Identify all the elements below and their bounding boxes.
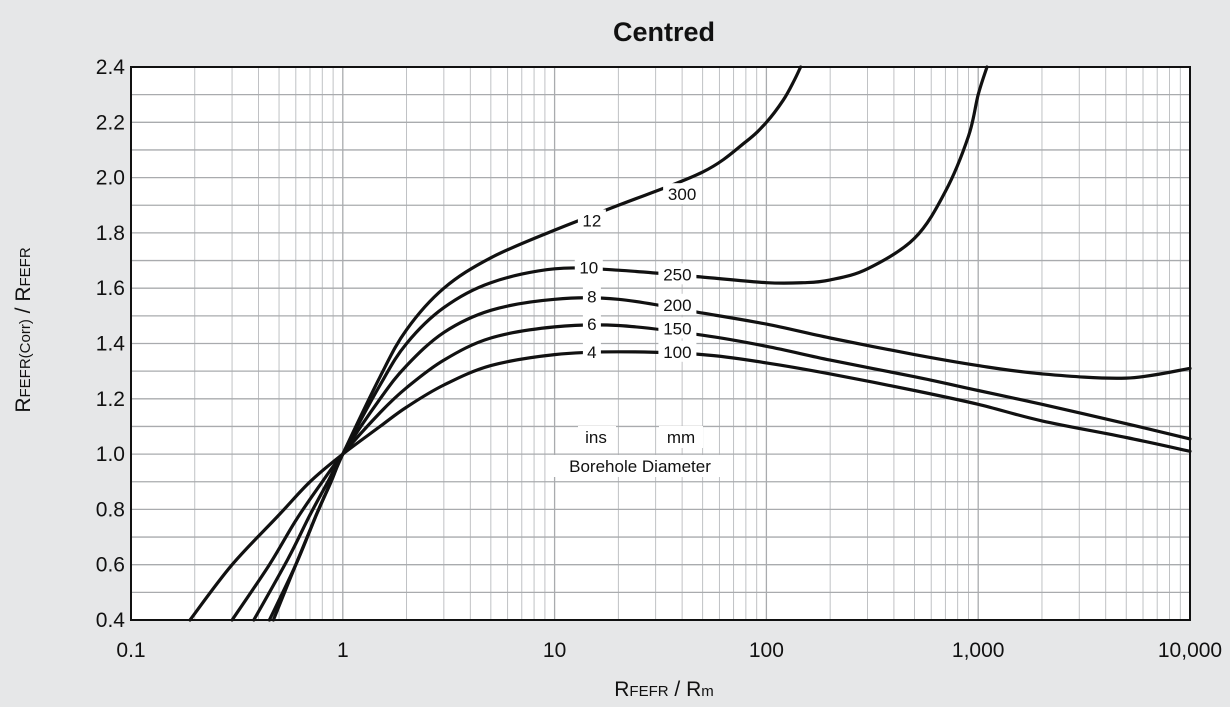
curve-label-bg <box>658 293 697 315</box>
y-tick-label: 0.4 <box>96 609 126 632</box>
curve-label: 12 <box>582 211 601 230</box>
x-tick-label: 1,000 <box>952 639 1005 662</box>
y-tick-label: 0.8 <box>96 498 125 521</box>
y-tick-label: 2.4 <box>96 56 126 79</box>
curve-label: 6 <box>587 315 596 334</box>
curve-label: 100 <box>663 343 691 362</box>
series-line-300mm <box>271 65 803 622</box>
curve-label: 10 <box>579 258 598 277</box>
series-line-100mm <box>188 350 1192 622</box>
x-tick-label: 100 <box>749 639 784 662</box>
series-line-150mm <box>230 323 1192 622</box>
x-tick-label: 0.1 <box>116 639 145 662</box>
chart-title: Centred <box>613 17 715 47</box>
curve-label-bg <box>582 285 601 307</box>
y-tick-label: 1.2 <box>96 388 125 411</box>
y-tick-label: 2.2 <box>96 111 125 134</box>
borehole-diameter-note: ins mm Borehole Diameter <box>548 426 733 477</box>
tick-labels: 0.1 1 10 100 1,000 10,000 0.4 0.6 0.8 1.0 1.2 1.4 1.… <box>96 56 1222 662</box>
curve-label-bg <box>577 209 606 231</box>
curve-label-bg <box>658 317 697 339</box>
note-ins-label: ins <box>585 428 607 447</box>
curves <box>188 65 1192 622</box>
curve-label-bg <box>658 263 697 285</box>
curve-label: 250 <box>663 265 691 284</box>
y-tick-label: 1.0 <box>96 443 125 466</box>
curve-label: 150 <box>663 319 691 338</box>
note-ins-bg <box>578 426 616 448</box>
curve-label: 200 <box>663 296 691 315</box>
x-tick-label: 10,000 <box>1158 639 1222 662</box>
x-tick-label: 1 <box>337 639 349 662</box>
curve-labels: 4 100 6 150 8 200 10 250 12 300 <box>574 183 702 362</box>
y-tick-label: 1.6 <box>96 277 125 300</box>
curve-label-bg <box>582 340 601 362</box>
series-line-200mm <box>252 296 1192 622</box>
curve-label-bg <box>663 183 702 205</box>
curve-label-bg <box>574 256 603 278</box>
curve-label: 8 <box>587 287 596 306</box>
y-tick-label: 0.6 <box>96 554 125 577</box>
note-caption-bg <box>548 455 733 477</box>
note-mm-label: mm <box>667 428 695 447</box>
y-tick-label: 2.0 <box>96 167 125 190</box>
note-caption: Borehole Diameter <box>569 457 711 476</box>
y-tick-label: 1.8 <box>96 222 125 245</box>
y-tick-label: 1.4 <box>96 333 126 356</box>
y-axis-label: RFEFR(Corr) / RFEFR <box>12 247 35 413</box>
note-mm-bg <box>659 426 703 448</box>
curve-label-bg <box>582 313 601 335</box>
curve-label: 300 <box>668 185 696 204</box>
x-tick-label: 10 <box>543 639 566 662</box>
curve-label-bg <box>658 340 697 362</box>
plot-frame <box>130 66 1191 621</box>
curve-label: 4 <box>587 343 596 362</box>
x-axis-label: RFEFR / Rm <box>614 678 714 701</box>
